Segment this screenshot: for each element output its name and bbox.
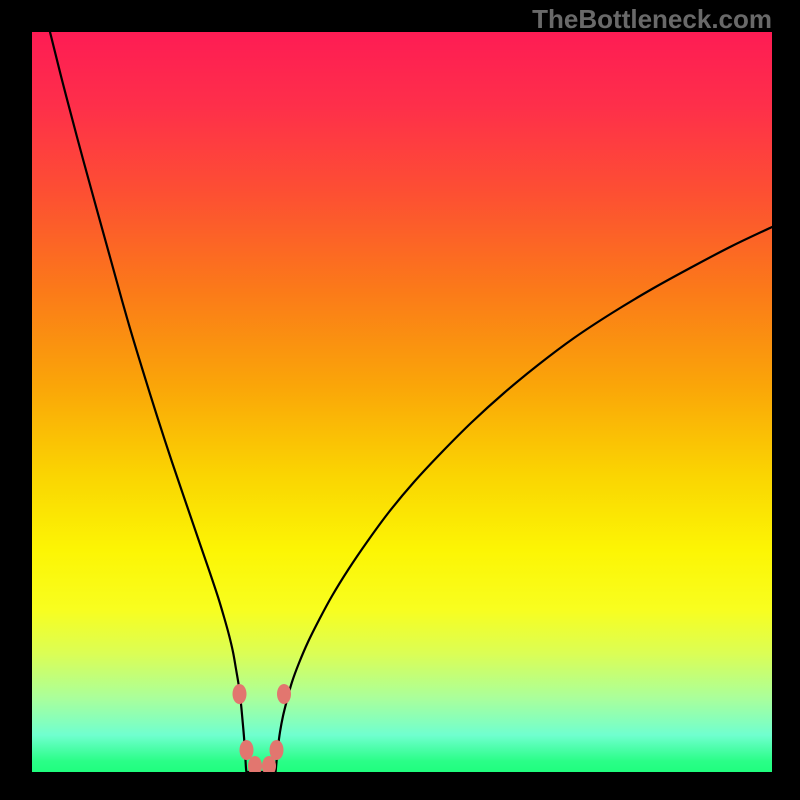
data-marker — [240, 740, 254, 760]
curve-right-branch — [276, 227, 772, 772]
data-marker — [233, 684, 247, 704]
watermark-text: TheBottleneck.com — [532, 4, 772, 35]
curve-left-branch — [50, 32, 246, 772]
data-marker — [277, 684, 291, 704]
plot-area — [32, 32, 772, 772]
chart-frame: TheBottleneck.com — [0, 0, 800, 800]
data-marker — [270, 740, 284, 760]
curve-overlay — [32, 32, 772, 772]
